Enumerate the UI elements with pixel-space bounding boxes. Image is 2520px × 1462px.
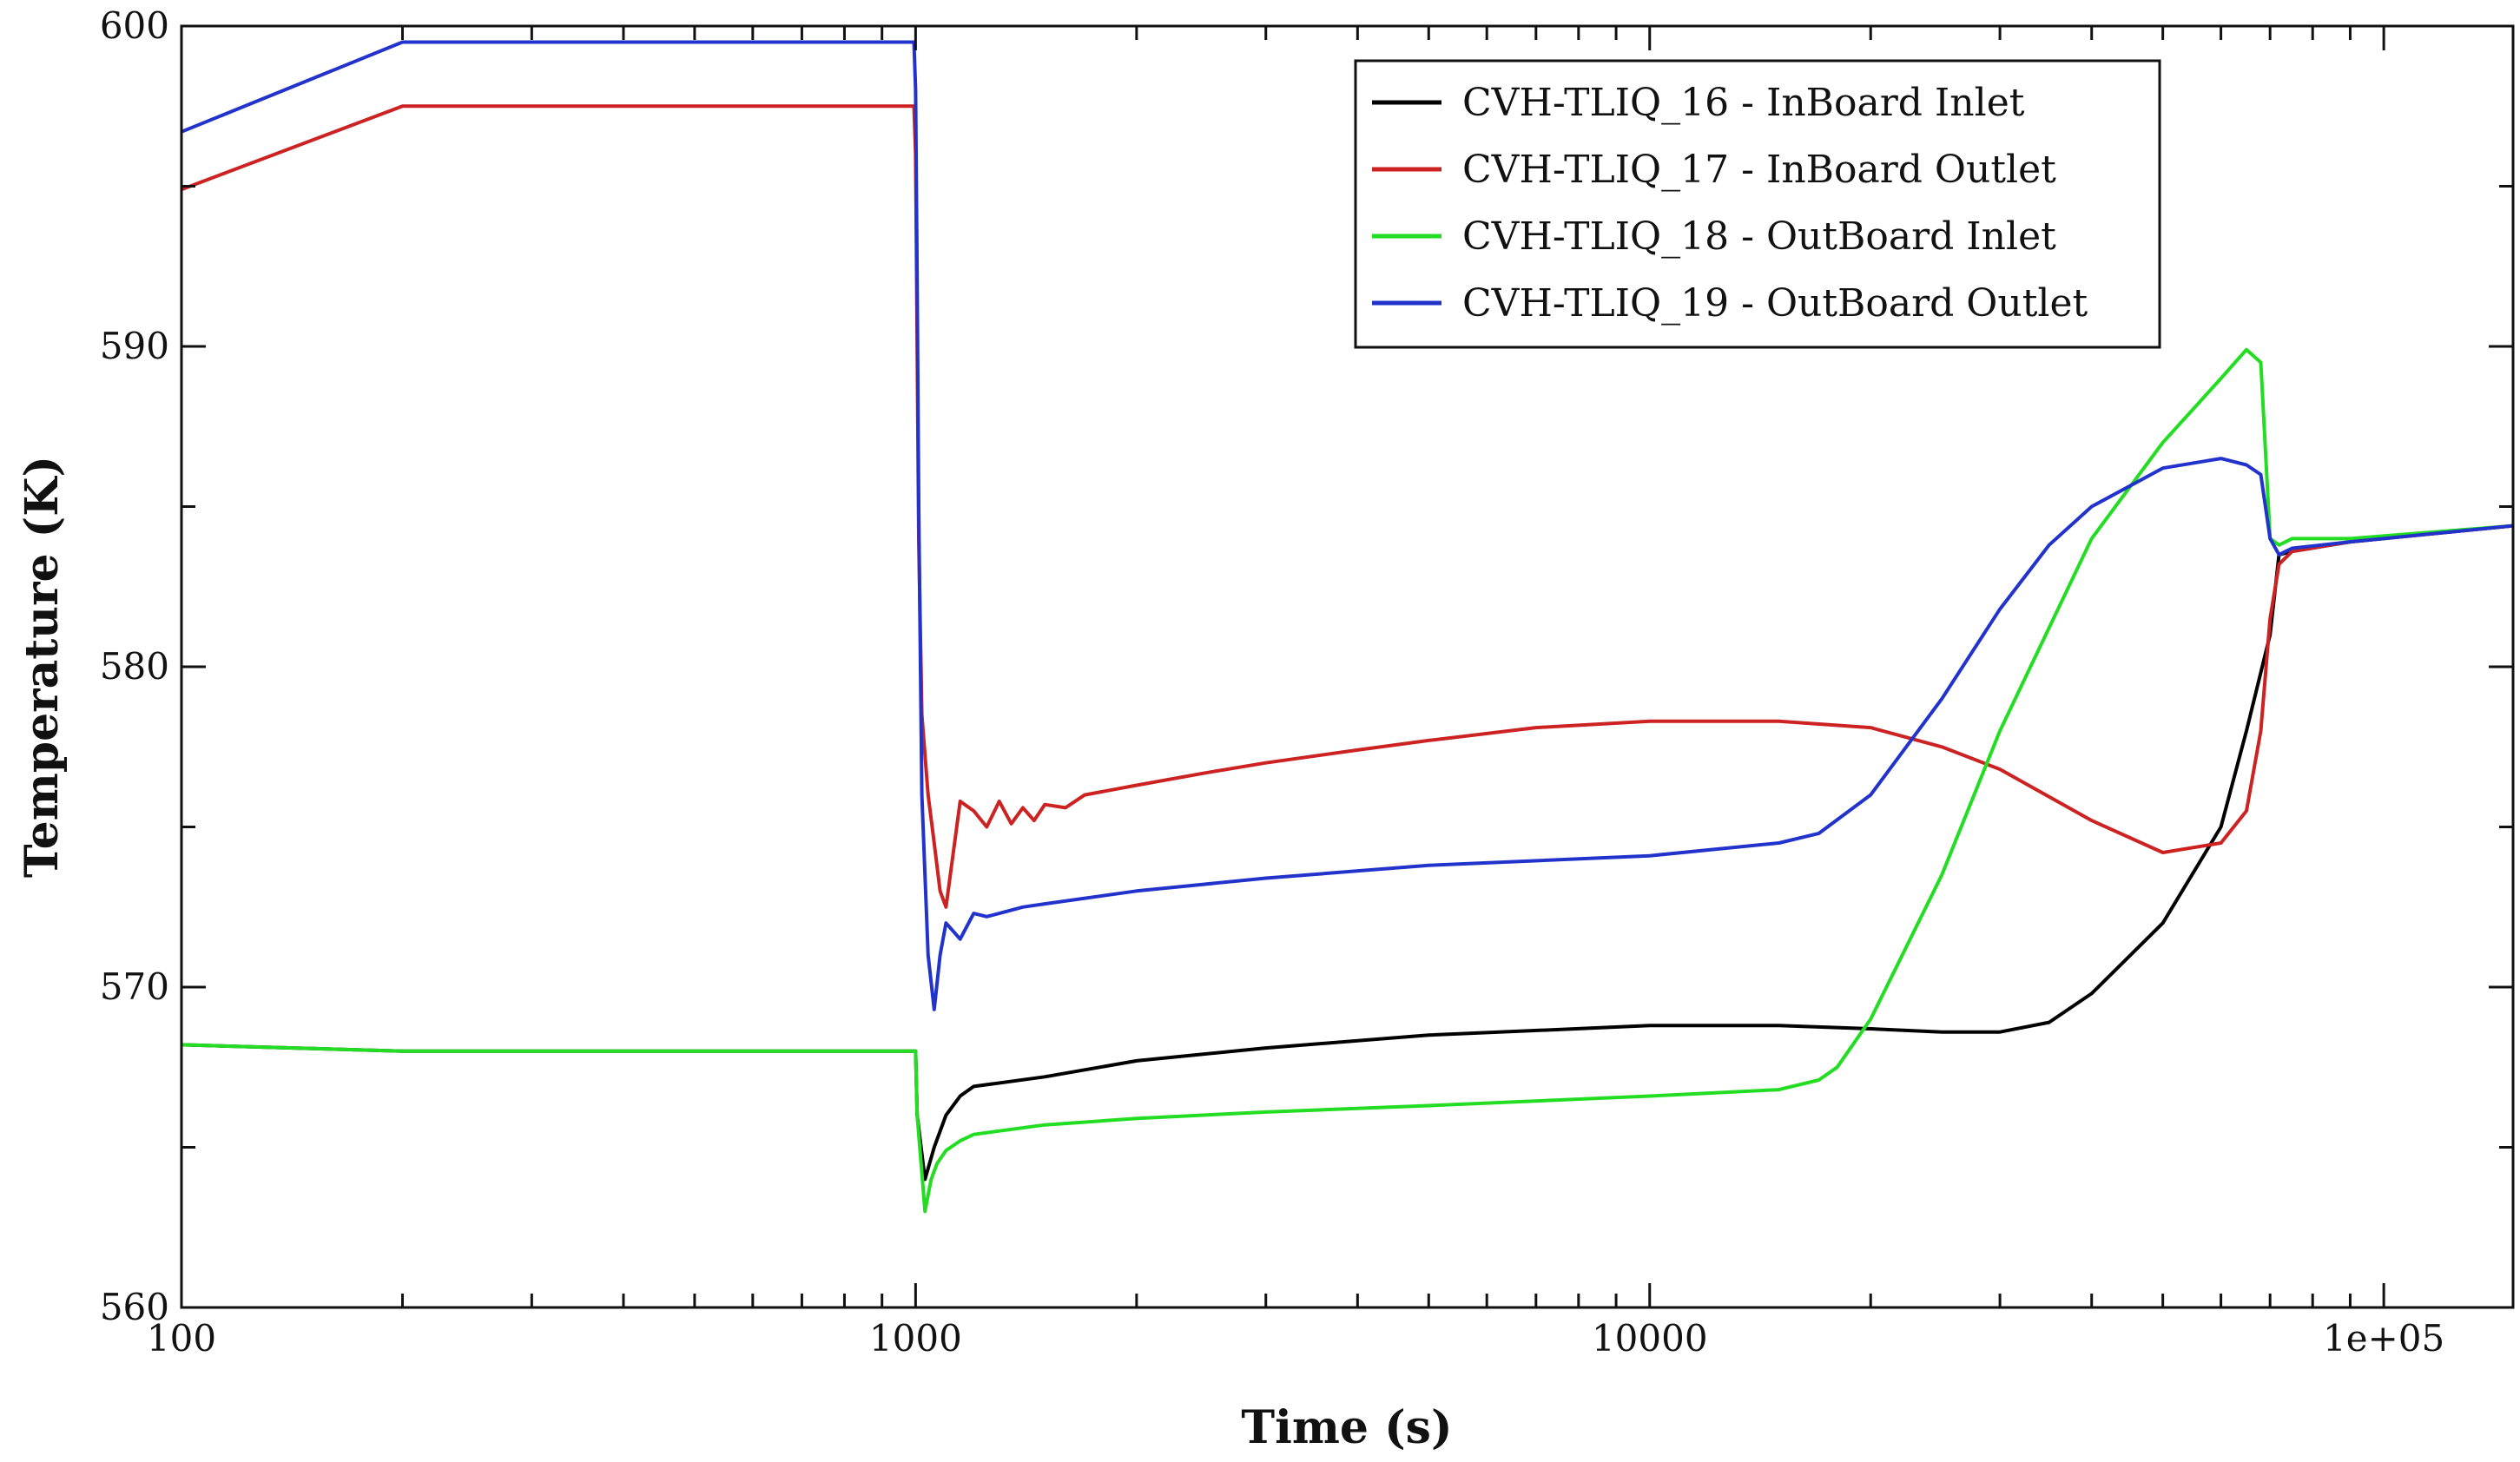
- legend: CVH-TLIQ_16 - InBoard Inlet CVH-TLIQ_17 -…: [1354, 59, 2161, 349]
- legend-label-1: CVH-TLIQ_16 - InBoard Inlet: [1462, 81, 2025, 125]
- x-tick-label: 1000: [869, 1317, 962, 1360]
- y-tick-label: 570: [100, 965, 169, 1008]
- x-tick-label: 10000: [1592, 1317, 1708, 1360]
- legend-box: [1354, 59, 2161, 349]
- x-tick-label: 1e+05: [2323, 1317, 2444, 1360]
- y-axis-title: Temperature (K): [16, 456, 69, 878]
- legend-label-4: CVH-TLIQ_19 - OutBoard Outlet: [1462, 281, 2088, 326]
- series-line-4: [181, 40, 2513, 1011]
- plot-frame: [180, 24, 2515, 1309]
- y-tick-label: 560: [100, 1286, 169, 1328]
- legend-label-2: CVH-TLIQ_17 - InBoard Outlet: [1462, 148, 2056, 192]
- legend-label-3: CVH-TLIQ_18 - OutBoard Inlet: [1462, 214, 2056, 259]
- series-line-3: [181, 347, 2513, 1214]
- y-tick-label: 590: [100, 325, 169, 367]
- y-tick-label: 600: [100, 4, 169, 47]
- x-tick-label: 100: [147, 1317, 216, 1360]
- series-line-1: [181, 524, 2513, 1182]
- y-tick-label: 580: [100, 645, 169, 688]
- series-line-2: [181, 104, 2513, 909]
- x-axis-title: Time (s): [1241, 1401, 1452, 1454]
